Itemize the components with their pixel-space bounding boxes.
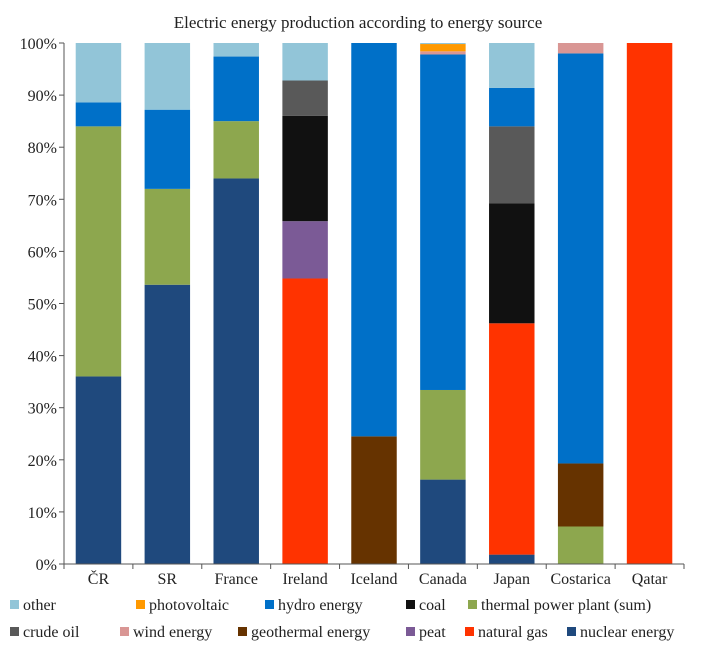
legend-label-geothermal-energy: geothermal energy: [251, 624, 370, 641]
bar-ireland-peat: [282, 221, 328, 279]
bar-canada-nuclear-energy: [420, 479, 466, 564]
y-tick-label: 40%: [28, 349, 57, 366]
bar-sr-hydro-energy: [144, 109, 191, 189]
bar-r-nuclear-energy: [75, 376, 122, 564]
axes-group: 0% 10% 20% 30% 40% 50% 60% 70% 80% 90% 100% ČR SR Fra…: [20, 36, 685, 588]
legend-label-wind-energy: wind energy: [133, 624, 212, 641]
bar-costarica-geothermal-energy: [557, 463, 604, 527]
bar-canada-thermal-power-plant-sum: [420, 389, 466, 480]
y-tick-label: 80%: [28, 140, 57, 157]
bar-ireland-coal: [282, 115, 328, 222]
legend: other photovoltaic hydro energy coal thermal…: [10, 597, 674, 641]
chart-title: Electric energy production according to …: [174, 13, 543, 32]
bar-iceland-hydro-energy: [351, 43, 397, 437]
legend-swatch-wind-energy: [120, 627, 129, 636]
bar-japan-nuclear-energy: [489, 554, 535, 564]
bar-qatar-natural-gas: [626, 43, 673, 564]
bar-costarica-thermal-power-plant-sum: [557, 526, 604, 564]
x-tick-label: ČR: [88, 569, 110, 588]
bar-japan-hydro-energy: [489, 87, 535, 127]
bars-group: [75, 43, 673, 564]
bar-france-thermal-power-plant-sum: [213, 121, 259, 179]
legend-swatch-peat: [406, 627, 415, 636]
legend-label-coal: coal: [419, 597, 446, 614]
bar-r-hydro-energy: [75, 102, 122, 127]
legend-swatch-geothermal-energy: [238, 627, 247, 636]
legend-swatch-photovoltaic: [136, 600, 145, 609]
x-tick-label: Canada: [419, 571, 467, 588]
bar-japan-crude-oil: [489, 126, 535, 204]
x-tick-label: Japan: [494, 571, 530, 588]
y-tick-label: 50%: [28, 297, 57, 314]
x-tick-label: Costarica: [550, 571, 610, 588]
legend-label-natural-gas: natural gas: [478, 624, 548, 641]
bar-sr-thermal-power-plant-sum: [144, 188, 191, 285]
y-tick-label: 30%: [28, 401, 57, 418]
x-tick-label: Qatar: [632, 571, 668, 588]
bar-ireland-natural-gas: [282, 278, 328, 564]
bar-canada-photovoltaic: [420, 44, 466, 52]
bar-ireland-crude-oil: [282, 80, 328, 116]
legend-swatch-other: [10, 600, 19, 609]
bar-sr-other: [144, 43, 191, 110]
y-tick-label: 20%: [28, 453, 57, 470]
legend-swatch-natural-gas: [465, 627, 474, 636]
bar-canada-hydro-energy: [420, 54, 466, 390]
legend-label-other: other: [23, 597, 57, 614]
bar-r-other: [75, 43, 122, 103]
legend-swatch-crude-oil: [10, 627, 19, 636]
bar-costarica-wind-energy: [557, 43, 604, 54]
legend-label-photovoltaic: photovoltaic: [149, 597, 229, 614]
bar-sr-nuclear-energy: [144, 284, 191, 564]
legend-swatch-coal: [406, 600, 415, 609]
bar-france-hydro-energy: [213, 56, 259, 122]
legend-swatch-thermal-power-plant-sum: [468, 600, 477, 609]
bar-japan-other: [489, 43, 535, 88]
legend-label-hydro-energy: hydro energy: [278, 597, 363, 614]
bar-r-thermal-power-plant-sum: [75, 126, 122, 377]
bar-costarica-hydro-energy: [557, 53, 604, 464]
bar-canada-other: [420, 43, 466, 45]
y-tick-label: 60%: [28, 244, 57, 261]
legend-label-thermal-power-plant-sum: thermal power plant (sum): [481, 597, 651, 614]
legend-label-peat: peat: [419, 624, 446, 641]
bar-canada-wind-energy: [420, 51, 466, 55]
y-tick-label: 70%: [28, 192, 57, 209]
bar-france-nuclear-energy: [213, 178, 259, 564]
y-tick-label: 90%: [28, 88, 57, 105]
bar-japan-coal: [489, 203, 535, 324]
bar-iceland-geothermal-energy: [351, 436, 397, 564]
bar-france-other: [213, 43, 259, 57]
bar-japan-natural-gas: [489, 323, 535, 555]
x-tick-label: Ireland: [282, 571, 327, 588]
legend-swatch-nuclear-energy: [567, 627, 576, 636]
y-tick-label: 0%: [36, 557, 57, 574]
legend-label-nuclear-energy: nuclear energy: [580, 624, 674, 641]
legend-label-crude-oil: crude oil: [23, 624, 80, 641]
y-tick-label: 100%: [20, 36, 57, 53]
x-tick-label: France: [214, 571, 258, 588]
x-tick-label: Iceland: [350, 571, 397, 588]
x-tick-label: SR: [158, 571, 178, 588]
y-tick-label: 10%: [28, 505, 57, 522]
bar-ireland-other: [282, 43, 328, 81]
legend-swatch-hydro-energy: [265, 600, 274, 609]
